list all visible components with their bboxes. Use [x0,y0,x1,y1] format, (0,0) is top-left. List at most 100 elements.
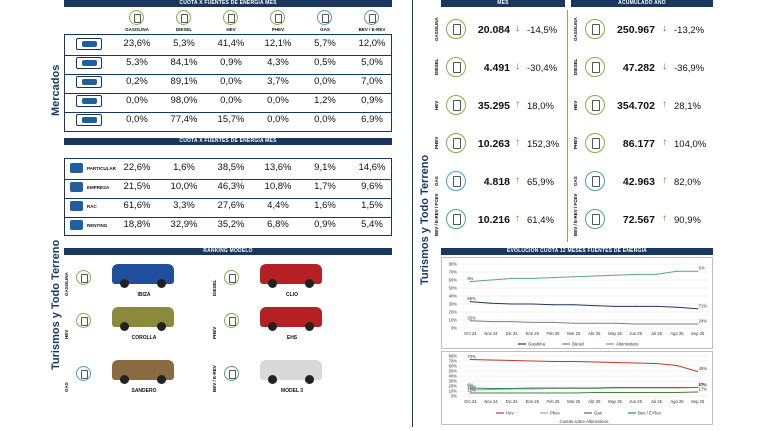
market-cell: 0,0% [126,95,148,106]
data-point-hev [573,360,575,363]
x-tick-label: Ene 25 [526,331,540,336]
segment-cell: 5,4% [361,219,383,230]
row-divider [64,93,392,94]
data-point-gasolina [614,305,616,307]
start-data-label: 9% [467,276,473,281]
market-cell: 0,0% [314,114,336,125]
car-image-ibiza [112,264,174,288]
kpi-ytd-units: 86.177 [622,138,655,150]
end-data-label: 24% [699,319,708,324]
data-point-diesel [490,321,492,323]
x-tick-label: May 25 [608,331,622,336]
renting-icon [70,220,83,230]
data-point-gasolina [511,303,513,305]
segment-cell: 3,3% [173,200,195,211]
row-divider [64,55,392,56]
ranking-header: RANKING MODELO [64,248,392,255]
y-tick-label: 20% [449,310,458,315]
kpi-month-variation: -30,4% [527,63,558,74]
data-point-gasolina [697,308,699,310]
kpi-month-variation: 152,3% [527,139,560,150]
segment-label-renting: RENTING [87,223,108,228]
start-data-label: 58% [467,296,476,301]
market-cell: 77,4% [170,114,198,125]
phev-fuel-icon [270,10,285,25]
ranking-fuel-gasolina: GASOLINA [64,272,69,296]
data-point-gasolina [552,304,554,306]
x-tick-label: Nov 24 [484,331,498,336]
end-data-label: 49% [699,366,708,371]
turismos-title-left: Turismos y Todo Terreno [50,239,62,371]
x-tick-label: Abr 25 [588,399,601,404]
fuel-label-hev: HEV [226,27,236,32]
chart-alternatives-share: 0% 10% 20% 30% 40% 50% 60% 70% 80% Oct 24 Nov 24 Di… [441,351,713,425]
segment-cell: 1,7% [314,181,336,192]
data-point-hev [635,362,637,364]
market-cell: 0,2% [126,76,148,87]
series-line-hev [470,359,698,372]
market-cell: 7,0% [361,76,383,87]
x-tick-label: Feb 25 [546,399,560,404]
market-cell: 41,4% [217,38,245,49]
fuel-label-bev-e-rev: BEV / E-REV [358,27,386,32]
arrow-up-icon: ↑ [662,213,667,224]
x-tick-label: Abr 25 [588,331,601,336]
gasolina-fuel-icon [76,270,91,285]
row-divider [64,198,392,199]
y-tick-label: 80% [449,354,458,359]
arrow-down-icon: ↓ [515,61,520,72]
y-tick-label: 70% [449,270,458,275]
segment-cell: 46,3% [217,181,245,192]
data-point-gas [511,392,513,394]
x-tick-label: Ago 25 [670,331,684,336]
data-point-alternativos [490,279,492,281]
x-tick-label: Mar 25 [567,331,581,336]
segment-cell: 21,5% [123,181,151,192]
data-point-bev-e-rev [469,387,471,389]
car-image-model-3 [260,360,322,384]
segment-label-rac: RAC [87,204,97,209]
data-point-gas [490,392,492,394]
x-tick-label: Oct 24 [464,331,477,336]
kpi-month-variation: 65,9% [527,177,554,188]
data-point-diesel [635,323,637,325]
data-point-diesel [469,320,471,322]
panel-divider [412,0,413,427]
segment-cell: 13,6% [264,162,292,173]
kpi-fuel-hev: HEV [573,100,578,110]
mes-header: MES [441,0,565,7]
chart-fossil-share-svg: 0% 10% 20% 30% 40% 50% 60% 70% 80% Oct 24 Nov 24 Di… [449,262,708,347]
data-point-hev [593,361,595,363]
data-point-diesel [573,322,575,324]
light-truck-icon [76,76,102,88]
gasolina-icon [585,19,605,39]
data-point-gasolina [469,301,471,303]
car-icon [76,38,102,50]
data-point-hev [676,364,678,367]
data-point-diesel [593,322,595,324]
market-cell: 15,7% [217,114,245,125]
arrow-up-icon: ↑ [515,213,520,224]
gas-fuel-icon [76,366,91,381]
data-point-gas [655,391,657,394]
market-cell: 0,9% [220,57,242,68]
y-tick-label: 40% [449,374,458,379]
phev-icon [446,133,466,153]
data-point-gas [593,391,595,394]
ranking-fuel-phev: PHEV [212,326,217,339]
market-cell: 1,2% [314,95,336,106]
x-tick-label: Nov 24 [484,399,498,404]
kpi-fuel-hev: HEV [434,100,439,110]
kpi-ytd-variation: -13,2% [674,25,705,36]
market-cell: 12,1% [264,38,292,49]
kpi-ytd-units: 354.702 [617,100,655,112]
data-point-alternativos [511,277,513,279]
kpi-divider [567,10,568,242]
market-cell: 0,5% [314,57,336,68]
kpi-ytd-variation: -36,9% [674,63,705,74]
data-point-bev-e-rev [614,386,616,389]
car-image-sandero [112,360,174,384]
gasolina-icon [446,19,466,39]
kpi-month-units: 10.216 [477,214,510,226]
data-point-gas [531,392,533,394]
